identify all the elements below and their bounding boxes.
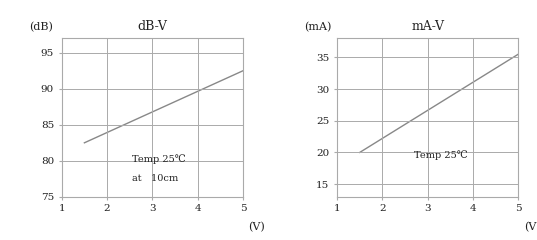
Text: (mA): (mA) bbox=[304, 22, 332, 32]
Text: Temp 25℃: Temp 25℃ bbox=[132, 155, 186, 164]
Title: mA-V: mA-V bbox=[411, 20, 444, 33]
Text: (V): (V) bbox=[248, 222, 265, 233]
Text: (dB): (dB) bbox=[29, 22, 53, 32]
Text: (V): (V) bbox=[524, 222, 537, 233]
Text: Temp 25℃: Temp 25℃ bbox=[414, 150, 468, 160]
Title: dB-V: dB-V bbox=[137, 20, 167, 33]
Text: at   10cm: at 10cm bbox=[132, 174, 178, 183]
